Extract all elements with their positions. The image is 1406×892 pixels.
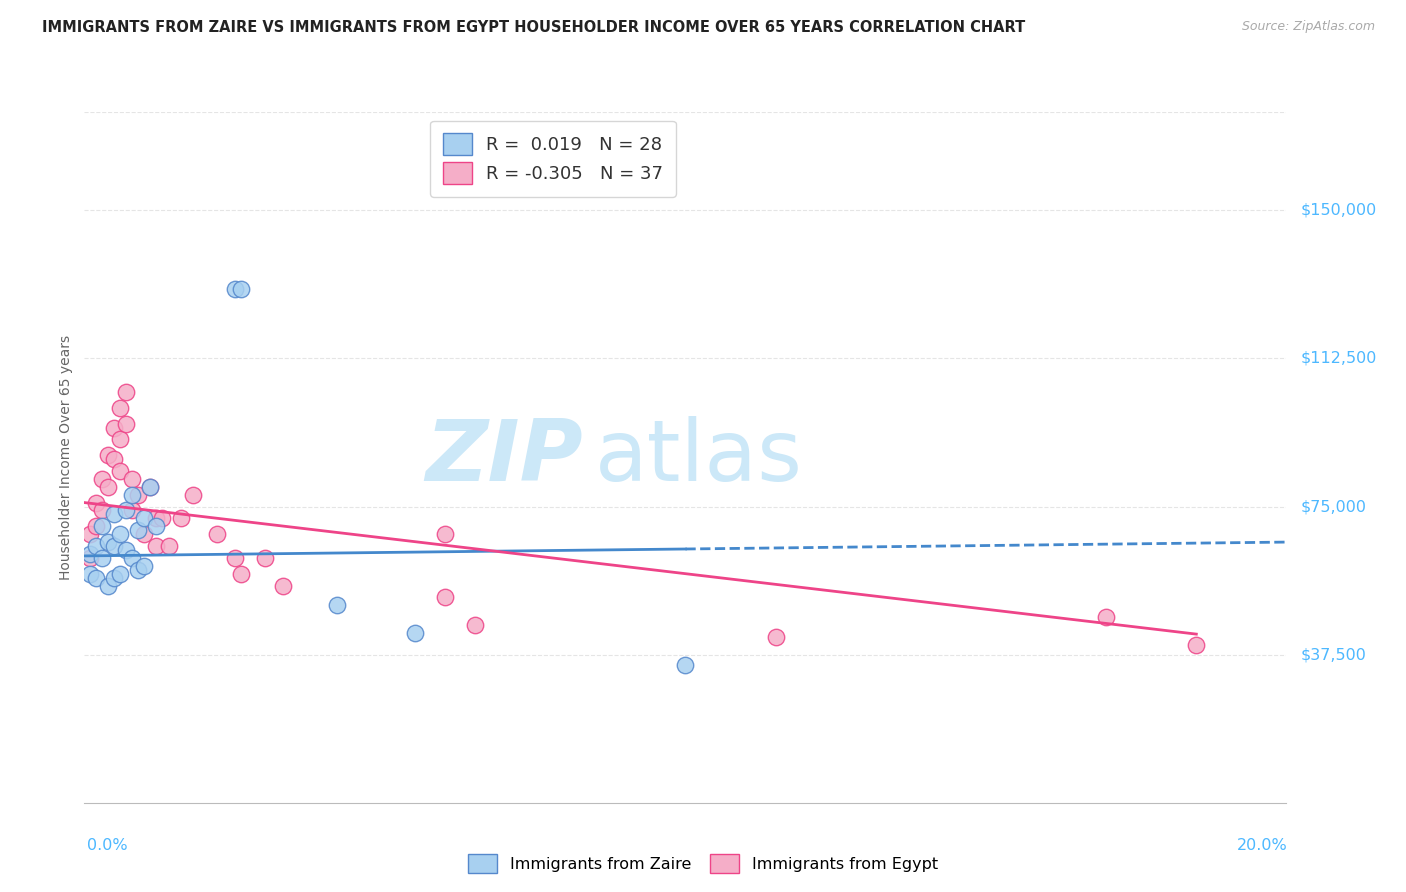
Point xyxy=(121,550,143,565)
Point xyxy=(115,503,138,517)
Point xyxy=(169,511,191,525)
Point xyxy=(103,539,125,553)
Point xyxy=(434,591,457,605)
Point xyxy=(97,480,120,494)
Text: $112,500: $112,500 xyxy=(1301,351,1376,366)
Point xyxy=(103,508,125,522)
Legend: R =  0.019   N = 28, R = -0.305   N = 37: R = 0.019 N = 28, R = -0.305 N = 37 xyxy=(430,120,676,197)
Point xyxy=(181,488,204,502)
Point xyxy=(110,464,132,478)
Point xyxy=(103,420,125,434)
Point xyxy=(103,452,125,467)
Point xyxy=(110,566,132,581)
Point xyxy=(145,519,167,533)
Point xyxy=(326,599,349,613)
Point xyxy=(121,472,143,486)
Point xyxy=(79,547,101,561)
Text: IMMIGRANTS FROM ZAIRE VS IMMIGRANTS FROM EGYPT HOUSEHOLDER INCOME OVER 65 YEARS : IMMIGRANTS FROM ZAIRE VS IMMIGRANTS FROM… xyxy=(42,20,1025,35)
Point xyxy=(91,519,114,533)
Point xyxy=(79,566,101,581)
Text: 20.0%: 20.0% xyxy=(1237,838,1288,854)
Point xyxy=(97,578,120,592)
Point xyxy=(97,535,120,549)
Point xyxy=(86,519,108,533)
Point xyxy=(115,384,138,399)
Point xyxy=(1185,638,1208,652)
Point xyxy=(205,527,228,541)
Point xyxy=(115,543,138,558)
Point xyxy=(139,480,162,494)
Point xyxy=(229,282,252,296)
Point xyxy=(86,495,108,509)
Point xyxy=(157,539,180,553)
Text: $150,000: $150,000 xyxy=(1301,202,1376,218)
Point xyxy=(145,539,167,553)
Point xyxy=(110,401,132,415)
Point xyxy=(404,626,426,640)
Text: 0.0%: 0.0% xyxy=(87,838,128,854)
Point xyxy=(91,550,114,565)
Point xyxy=(121,488,143,502)
Text: Source: ZipAtlas.com: Source: ZipAtlas.com xyxy=(1241,20,1375,33)
Point xyxy=(91,503,114,517)
Point xyxy=(79,527,101,541)
Point xyxy=(127,563,149,577)
Point xyxy=(224,550,246,565)
Point xyxy=(271,578,294,592)
Point xyxy=(127,488,149,502)
Point xyxy=(134,558,156,573)
Point xyxy=(86,539,108,553)
Point xyxy=(134,527,156,541)
Point xyxy=(1095,610,1118,624)
Point xyxy=(434,527,457,541)
Text: atlas: atlas xyxy=(595,416,803,499)
Text: $75,000: $75,000 xyxy=(1301,499,1367,514)
Legend: Immigrants from Zaire, Immigrants from Egypt: Immigrants from Zaire, Immigrants from E… xyxy=(461,847,945,880)
Point xyxy=(139,480,162,494)
Point xyxy=(115,417,138,431)
Text: ZIP: ZIP xyxy=(426,416,583,499)
Point xyxy=(134,511,156,525)
Point xyxy=(79,550,101,565)
Point xyxy=(152,511,174,525)
Point xyxy=(86,571,108,585)
Point xyxy=(91,472,114,486)
Point xyxy=(97,448,120,462)
Point xyxy=(103,571,125,585)
Y-axis label: Householder Income Over 65 years: Householder Income Over 65 years xyxy=(59,334,73,580)
Point xyxy=(110,433,132,447)
Point xyxy=(253,550,276,565)
Point xyxy=(127,523,149,537)
Point xyxy=(121,503,143,517)
Point xyxy=(229,566,252,581)
Point xyxy=(110,527,132,541)
Point xyxy=(675,657,697,672)
Point xyxy=(224,282,246,296)
Point xyxy=(464,618,486,632)
Text: $37,500: $37,500 xyxy=(1301,648,1367,662)
Point xyxy=(765,630,787,644)
Point xyxy=(145,511,167,525)
